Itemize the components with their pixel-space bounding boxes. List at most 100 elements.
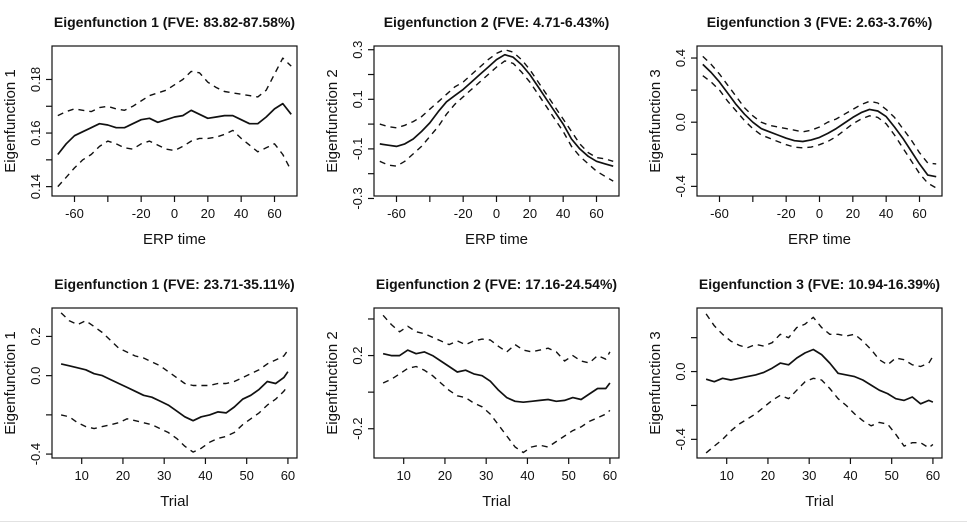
estimate-line: [379, 53, 614, 168]
x-axis-label: Trial: [160, 493, 189, 510]
panel-title: Eigenfunction 3 (FVE: 2.63-3.76%): [707, 14, 933, 30]
lower-band-line: [57, 129, 292, 188]
x-tick-label: 60: [912, 206, 926, 221]
erp-eigenfunction-1-chart: Eigenfunction 1 (FVE: 83.82-87.58%) -60 -2…: [2, 14, 298, 248]
x-tick-label: -20: [777, 206, 796, 221]
y-tick-label: -0.2: [350, 418, 365, 440]
upper-band-line: [382, 314, 611, 364]
panel-trial-eigenfunction-3: Eigenfunction 3 (FVE: 10.94-16.39%) 10 20 3…: [645, 262, 967, 522]
y-axis-label: Eigenfunction 2: [324, 331, 341, 434]
erp-eigenfunction-3-chart: Eigenfunction 3 (FVE: 2.63-3.76%) -60 -20 0…: [647, 14, 943, 248]
panel-title: Eigenfunction 2 (FVE: 4.71-6.43%): [384, 14, 610, 30]
x-tick-label: 20: [201, 206, 215, 221]
trial-eigenfunction-1-chart: Eigenfunction 1 (FVE: 23.71-35.11%) 10 20 3…: [2, 276, 298, 510]
panel-erp-eigenfunction-1: Eigenfunction 1 (FVE: 83.82-87.58%) -60 -2…: [0, 0, 322, 260]
x-tick-label: 50: [561, 468, 575, 483]
lower-band-line: [379, 60, 614, 182]
plot-box: [51, 307, 298, 459]
x-tick-label: 60: [589, 206, 603, 221]
x-tick-label: 40: [843, 468, 857, 483]
x-tick-label: 20: [846, 206, 860, 221]
x-tick-label: 30: [802, 468, 816, 483]
y-tick-label: 0.0: [673, 363, 688, 381]
upper-band-line: [379, 49, 614, 162]
x-tick-label: 20: [761, 468, 775, 483]
x-tick-label: 20: [523, 206, 537, 221]
x-tick-label: 50: [884, 468, 898, 483]
x-tick-label: 40: [520, 468, 534, 483]
x-tick-label: 20: [116, 468, 130, 483]
estimate-line: [60, 363, 289, 422]
plot-box: [373, 307, 620, 459]
x-axis-label: ERP time: [143, 231, 206, 248]
x-axis-label: Trial: [805, 493, 834, 510]
y-tick-label: 0.16: [28, 120, 43, 145]
lower-band-line: [702, 75, 937, 189]
plot-box: [373, 45, 620, 197]
x-axis-label: ERP time: [788, 231, 851, 248]
x-tick-label: 60: [926, 468, 940, 483]
x-axis-label: Trial: [482, 493, 511, 510]
x-tick-label: 40: [198, 468, 212, 483]
y-tick-label: -0.4: [673, 428, 688, 450]
panel-erp-eigenfunction-3: Eigenfunction 3 (FVE: 2.63-3.76%) -60 -20 0…: [645, 0, 967, 260]
y-tick-label: 0.14: [28, 174, 43, 199]
x-tick-label: -60: [710, 206, 729, 221]
trial-eigenfunction-2-chart: Eigenfunction 2 (FVE: 17.16-24.54%) 10 20 3…: [324, 276, 620, 510]
estimate-line: [382, 349, 611, 404]
x-tick-label: 60: [603, 468, 617, 483]
x-tick-label: -60: [65, 206, 84, 221]
y-axis-label: Eigenfunction 3: [647, 69, 664, 172]
plot-box: [696, 307, 943, 459]
panel-trial-eigenfunction-1: Eigenfunction 1 (FVE: 23.71-35.11%) 10 20 3…: [0, 262, 322, 522]
lower-band-line: [60, 385, 289, 453]
erp-eigenfunction-2-chart: Eigenfunction 2 (FVE: 4.71-6.43%) -60 -20 0…: [324, 14, 620, 248]
x-tick-label: 60: [267, 206, 281, 221]
y-tick-label: 0.0: [28, 367, 43, 385]
upper-band-line: [705, 313, 934, 368]
x-tick-label: 40: [234, 206, 248, 221]
upper-band-line: [702, 55, 937, 165]
y-tick-label: 0.18: [28, 67, 43, 92]
trial-eigenfunction-3-chart: Eigenfunction 3 (FVE: 10.94-16.39%) 10 20 3…: [647, 276, 943, 510]
panel-erp-eigenfunction-2: Eigenfunction 2 (FVE: 4.71-6.43%) -60 -20 0…: [322, 0, 644, 260]
y-tick-label: 0.2: [350, 347, 365, 365]
x-axis-label: ERP time: [465, 231, 528, 248]
panel-title: Eigenfunction 1 (FVE: 23.71-35.11%): [54, 276, 294, 292]
y-tick-label: 0.2: [28, 327, 43, 345]
estimate-line: [702, 63, 937, 178]
y-tick-label: 0.1: [350, 90, 365, 108]
x-tick-label: 0: [171, 206, 178, 221]
y-tick-label: -0.4: [28, 443, 43, 465]
x-tick-label: -20: [132, 206, 151, 221]
upper-band-line: [60, 312, 289, 387]
panel-title: Eigenfunction 1 (FVE: 83.82-87.58%): [54, 14, 295, 30]
panel-title: Eigenfunction 3 (FVE: 10.94-16.39%): [699, 276, 940, 292]
x-tick-label: 10: [719, 468, 733, 483]
x-tick-label: -20: [454, 206, 473, 221]
y-tick-label: -0.4: [673, 175, 688, 197]
y-axis-label: Eigenfunction 1: [2, 331, 19, 434]
x-tick-label: 40: [556, 206, 570, 221]
y-tick-label: 0.4: [673, 49, 688, 67]
y-axis-label: Eigenfunction 1: [2, 69, 19, 172]
y-tick-label: -0.3: [350, 187, 365, 209]
lower-band-line: [382, 365, 611, 454]
y-axis-label: Eigenfunction 3: [647, 331, 664, 434]
x-tick-label: 30: [157, 468, 171, 483]
lower-band-line: [705, 377, 934, 454]
x-tick-label: 40: [879, 206, 893, 221]
panel-trial-eigenfunction-2: Eigenfunction 2 (FVE: 17.16-24.54%) 10 20 3…: [322, 262, 644, 522]
x-tick-label: -60: [387, 206, 406, 221]
y-tick-label: 0.0: [673, 113, 688, 131]
y-tick-label: 0.3: [350, 41, 365, 59]
x-tick-label: 60: [281, 468, 295, 483]
x-tick-label: 10: [396, 468, 410, 483]
y-tick-label: -0.1: [350, 138, 365, 160]
upper-band-line: [57, 57, 292, 117]
y-axis-label: Eigenfunction 2: [324, 69, 341, 172]
panel-title: Eigenfunction 2 (FVE: 17.16-24.54%): [376, 276, 617, 292]
plot-box: [696, 45, 943, 197]
